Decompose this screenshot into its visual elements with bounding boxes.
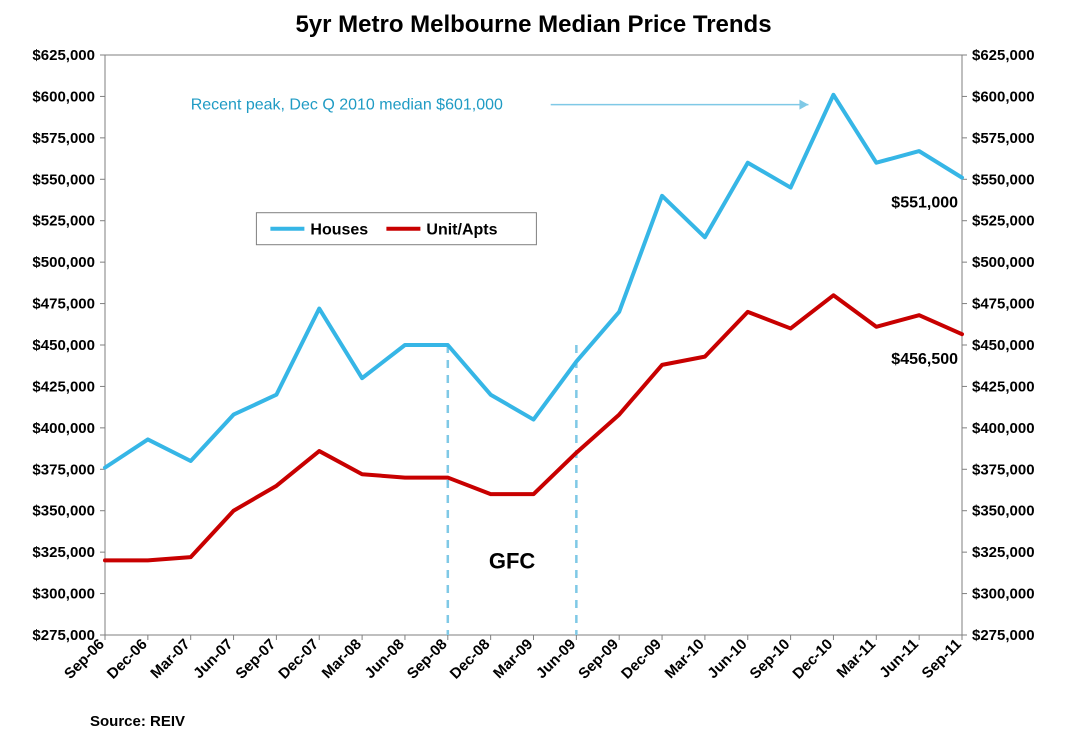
legend-label: Houses xyxy=(310,222,368,239)
y-tick-right: $550,000 xyxy=(972,171,1035,188)
y-tick-left: $450,000 xyxy=(32,337,95,354)
source-label: Source: REIV xyxy=(90,713,185,730)
y-tick-left: $425,000 xyxy=(32,378,95,395)
y-tick-right: $350,000 xyxy=(972,503,1035,520)
y-tick-left: $575,000 xyxy=(32,130,95,147)
y-tick-left: $300,000 xyxy=(32,586,95,603)
y-tick-left: $325,000 xyxy=(32,544,95,561)
y-tick-left: $475,000 xyxy=(32,296,95,313)
chart-container: 5yr Metro Melbourne Median Price Trends $… xyxy=(0,0,1067,746)
y-tick-right: $400,000 xyxy=(972,420,1035,437)
y-tick-right: $450,000 xyxy=(972,337,1035,354)
y-tick-left: $500,000 xyxy=(32,254,95,271)
y-tick-right: $300,000 xyxy=(972,586,1035,603)
y-tick-right: $525,000 xyxy=(972,213,1035,230)
y-tick-left: $400,000 xyxy=(32,420,95,437)
y-tick-right: $325,000 xyxy=(972,544,1035,561)
legend-label: Unit/Apts xyxy=(426,222,497,239)
price-trend-chart: 5yr Metro Melbourne Median Price Trends $… xyxy=(0,0,1067,746)
y-tick-right: $600,000 xyxy=(972,88,1035,105)
house-end-label: $551,000 xyxy=(891,195,958,212)
y-tick-left: $600,000 xyxy=(32,88,95,105)
unit-end-label: $456,500 xyxy=(891,351,958,368)
y-tick-right: $375,000 xyxy=(972,461,1035,478)
gfc-label: GFC xyxy=(489,548,536,573)
chart-title: 5yr Metro Melbourne Median Price Trends xyxy=(295,11,771,38)
peak-annotation: Recent peak, Dec Q 2010 median $601,000 xyxy=(191,97,503,114)
y-tick-right: $425,000 xyxy=(972,378,1035,395)
y-tick-left: $375,000 xyxy=(32,461,95,478)
y-tick-left: $550,000 xyxy=(32,171,95,188)
y-tick-right: $275,000 xyxy=(972,627,1035,644)
y-tick-right: $625,000 xyxy=(972,47,1035,64)
y-tick-left: $525,000 xyxy=(32,213,95,230)
y-tick-left: $275,000 xyxy=(32,627,95,644)
y-tick-right: $575,000 xyxy=(972,130,1035,147)
y-tick-left: $625,000 xyxy=(32,47,95,64)
y-tick-left: $350,000 xyxy=(32,503,95,520)
y-tick-right: $500,000 xyxy=(972,254,1035,271)
y-tick-right: $475,000 xyxy=(972,296,1035,313)
